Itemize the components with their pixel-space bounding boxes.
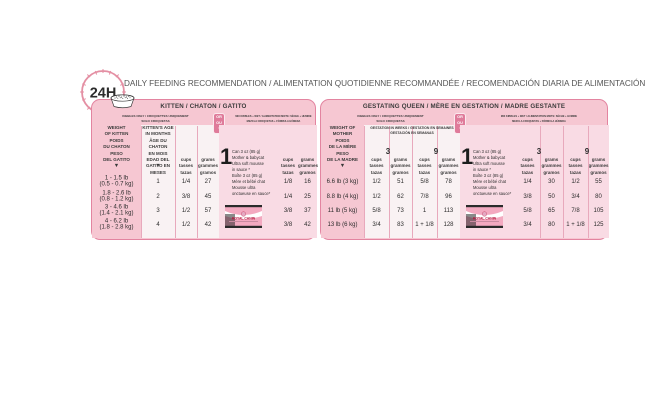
svg-text:ROYAL CANIN: ROYAL CANIN — [473, 217, 497, 221]
svg-text:ROYAL CANIN: ROYAL CANIN — [232, 217, 256, 221]
